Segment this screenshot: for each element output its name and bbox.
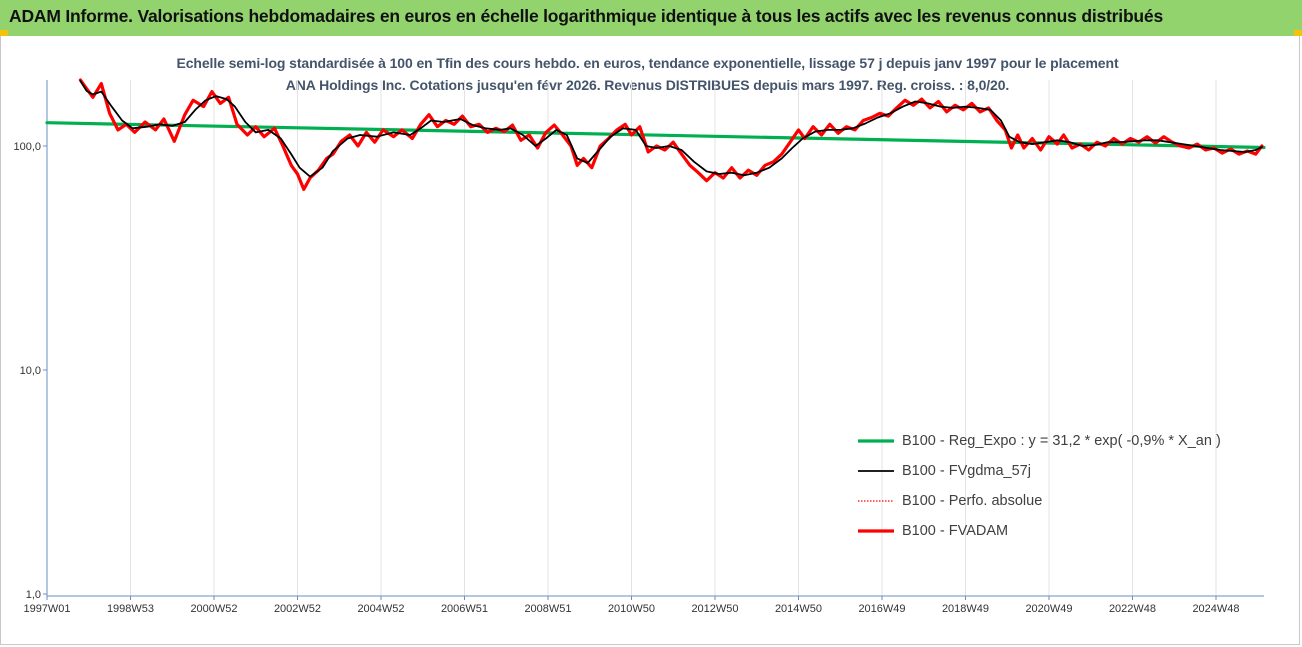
x-tick-label-5: 2006W51 — [441, 603, 488, 615]
x-tick-label-6: 2008W51 — [524, 603, 571, 615]
y-tick-label-1: 10,0 — [20, 365, 41, 377]
legend-label-perfo-absolue: B100 - Perfo. absolue — [902, 493, 1043, 509]
legend-label-fvadam: B100 - FVADAM — [902, 523, 1009, 539]
legend-item-perfo-absolue: B100 - Perfo. absolue — [858, 486, 1258, 516]
y-axis-ticks: 100,0 10,0 1,0 — [13, 141, 47, 601]
corner-marker-left — [0, 30, 8, 36]
x-tick-label-8: 2012W50 — [691, 603, 738, 615]
x-tick-label-13: 2022W48 — [1109, 603, 1156, 615]
legend-swatch-fvgdma-57j — [858, 470, 894, 472]
chart-title: Echelle semi-log standardisée à 100 en T… — [176, 55, 1119, 93]
x-tick-label-1: 1998W53 — [107, 603, 154, 615]
chart-axes — [46, 80, 1264, 597]
corner-marker-right — [1294, 30, 1302, 36]
series-line-fvgdma-57j — [79, 80, 1263, 178]
x-tick-label-4: 2004W52 — [357, 603, 404, 615]
legend-item-fvgdma-57j: B100 - FVgdma_57j — [858, 456, 1258, 486]
x-tick-label-11: 2018W49 — [942, 603, 989, 615]
x-tick-label-10: 2016W49 — [858, 603, 905, 615]
x-tick-label-14: 2024W48 — [1192, 603, 1239, 615]
x-axis-ticks: 1997W01 1998W53 2000W52 2002W52 2004W52 2006W… — [23, 596, 1240, 615]
legend-item-fvadam: B100 - FVADAM — [858, 516, 1258, 546]
x-tick-label-9: 2014W50 — [775, 603, 822, 615]
legend-label-reg-expo: B100 - Reg_Expo : y = 31,2 * exp( -0,9% … — [902, 433, 1221, 449]
y-tick-label-0: 100,0 — [13, 141, 41, 153]
x-tick-label-12: 2020W49 — [1025, 603, 1072, 615]
legend-swatch-fvadam — [858, 529, 894, 533]
x-tick-label-0: 1997W01 — [23, 603, 70, 615]
x-tick-label-7: 2010W50 — [608, 603, 655, 615]
x-tick-label-2: 2000W52 — [190, 603, 237, 615]
x-tick-label-3: 2002W52 — [274, 603, 321, 615]
chart-series — [45, 78, 1266, 191]
chart-legend: B100 - Reg_Expo : y = 31,2 * exp( -0,9% … — [858, 426, 1258, 546]
legend-swatch-reg-expo — [858, 439, 894, 443]
chart-frame — [0, 36, 1300, 645]
page-title: ADAM Informe. Valorisations hebdomadaire… — [9, 6, 1163, 26]
y-tick-label-2: 1,0 — [26, 589, 41, 601]
legend-label-fvgdma-57j: B100 - FVgdma_57j — [902, 463, 1031, 479]
legend-swatch-perfo-absolue — [858, 500, 894, 502]
header-bar: ADAM Informe. Valorisations hebdomadaire… — [0, 0, 1302, 36]
legend-item-reg-expo: B100 - Reg_Expo : y = 31,2 * exp( -0,9% … — [858, 426, 1258, 456]
